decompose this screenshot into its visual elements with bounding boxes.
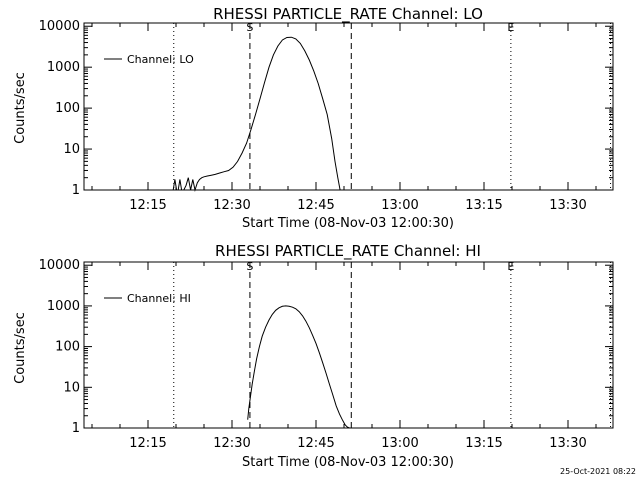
chart-title: RHESSI PARTICLE_RATE Channel: LO — [213, 5, 483, 24]
legend-entry: Channel: HI — [127, 292, 191, 305]
chart-title: RHESSI PARTICLE_RATE Channel: HI — [215, 242, 481, 261]
marker-label: E — [507, 260, 514, 273]
x-tick-label: 12:15 — [129, 436, 166, 451]
y-tick-label: 1 — [72, 421, 80, 436]
y-tick-label: 1000 — [47, 60, 80, 75]
x-axis-label: Start Time (08-Nov-03 12:00:30) — [242, 216, 454, 231]
marker-label: S — [246, 260, 253, 273]
marker-label: E — [507, 21, 514, 34]
plot-frame — [83, 261, 614, 429]
y-axis-label: Counts/sec — [13, 72, 28, 144]
y-tick-label: 1000 — [47, 299, 80, 314]
series-line — [172, 36, 341, 192]
x-tick-label: 13:00 — [381, 198, 418, 213]
marker-label: S — [246, 21, 253, 34]
chart-panel-hi: RHESSI PARTICLE_RATE Channel: HI Start T… — [13, 242, 614, 470]
y-tick-label: 10000 — [39, 19, 80, 34]
plot-frame — [83, 22, 614, 191]
x-tick-label: 12:30 — [213, 198, 250, 213]
x-tick-label: 12:15 — [129, 198, 166, 213]
legend: Channel: LO — [104, 53, 194, 66]
x-axis-label: Start Time (08-Nov-03 12:00:30) — [242, 455, 454, 470]
y-axis-label: Counts/sec — [13, 312, 28, 384]
x-tick-label: 13:30 — [549, 436, 586, 451]
timestamp-label: 25-Oct-2021 08:22 — [560, 467, 636, 476]
x-tick-label: 13:15 — [465, 436, 502, 451]
x-tick-label: 13:00 — [381, 436, 418, 451]
legend-entry: Channel: LO — [127, 53, 194, 66]
x-tick-label: 13:15 — [465, 198, 502, 213]
y-tick-label: 10000 — [39, 258, 80, 273]
x-tick-label: 12:30 — [213, 436, 250, 451]
chart-panel-lo: RHESSI PARTICLE_RATE Channel: LO Start T… — [13, 5, 614, 231]
x-tick-label: 12:45 — [297, 198, 334, 213]
y-tick-label: 10 — [63, 142, 80, 157]
legend: Channel: HI — [104, 292, 191, 305]
x-tick-label: 13:30 — [549, 198, 586, 213]
y-tick-label: 100 — [55, 340, 80, 355]
series-line — [247, 305, 350, 429]
y-tick-label: 10 — [63, 380, 80, 395]
y-tick-label: 100 — [55, 101, 80, 116]
y-tick-label: 1 — [72, 183, 80, 198]
x-tick-label: 12:45 — [297, 436, 334, 451]
